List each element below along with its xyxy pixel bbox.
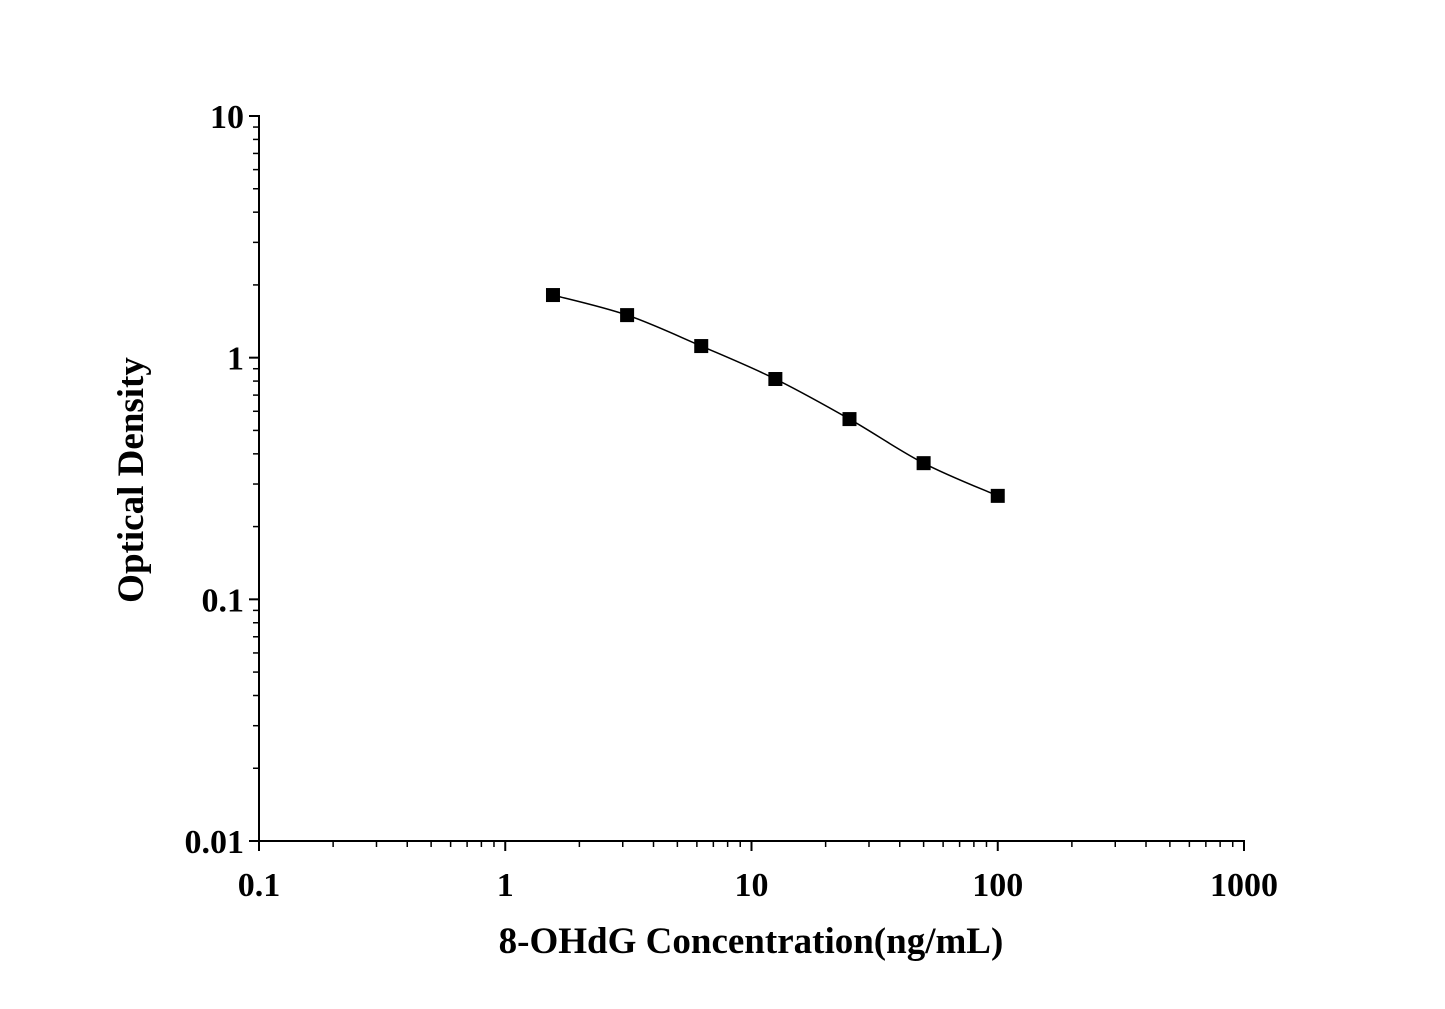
x-tick-label: 100 [972, 867, 1023, 904]
y-tick-label: 1 [227, 341, 244, 378]
y-tick-label: 0.1 [202, 582, 245, 619]
y-tick-label: 0.01 [185, 824, 245, 861]
x-tick-label: 1 [497, 867, 514, 904]
fit-curve [552, 294, 999, 497]
data-point [842, 412, 857, 427]
data-point [694, 339, 709, 354]
x-tick-label: 0.1 [238, 867, 281, 904]
axes: 0.1 1 10 100 1000 0.01 0.1 1 10 [185, 99, 1279, 904]
y-axis-title: Optical Density [111, 357, 152, 603]
x-tick-label: 10 [735, 867, 769, 904]
data-point [990, 488, 1005, 503]
data-point [620, 308, 635, 323]
data-point [545, 288, 560, 303]
data-point [916, 456, 931, 471]
x-axis-title: 8-OHdG Concentration(ng/mL) [499, 921, 1004, 962]
data-point [768, 372, 783, 387]
y-tick-label: 10 [210, 99, 244, 136]
x-tick-label: 1000 [1210, 867, 1278, 904]
data-marks [545, 288, 1005, 503]
